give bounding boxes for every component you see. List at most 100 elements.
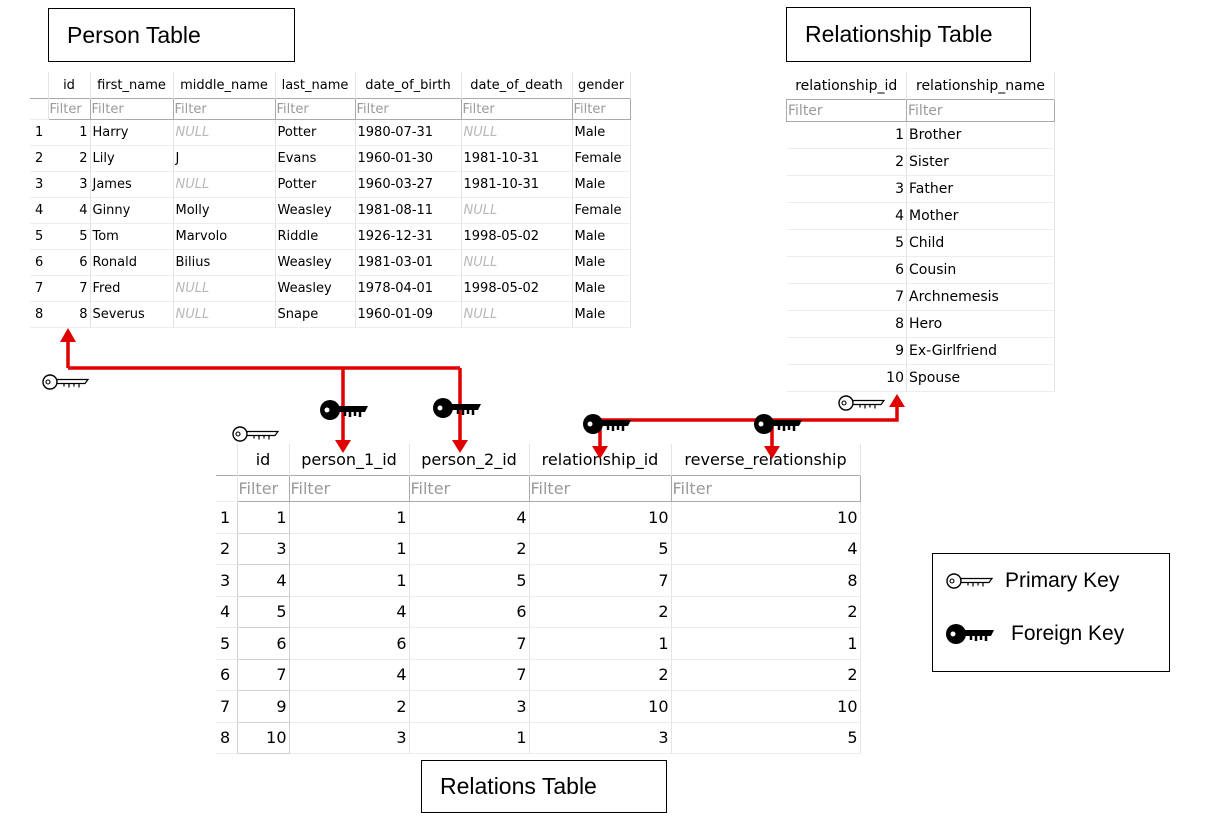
rels-table-row[interactable]: 7 9 2 3 10 10 bbox=[216, 690, 861, 723]
rel-cell-relationship-name: Hero bbox=[906, 310, 1055, 338]
person-table-row[interactable]: 3 3 James NULL Potter 1960-03-27 1981-10-31 Mal… bbox=[30, 171, 631, 198]
rel-table-row[interactable]: 6 Cousin bbox=[786, 256, 1055, 284]
rels-cell-reverse-relationship: 2 bbox=[671, 596, 861, 628]
rels-table-row[interactable]: 8 10 3 1 3 5 bbox=[216, 721, 861, 754]
person-table-row[interactable]: 1 1 Harry NULL Potter 1980-07-31 NULL Male bbox=[30, 119, 631, 146]
person-filter-date-of-birth[interactable]: Filter bbox=[354, 98, 462, 120]
arrow-head-person-2 bbox=[452, 440, 468, 453]
person-cell-last-name: Riddle bbox=[275, 223, 356, 250]
person-table-row[interactable]: 7 7 Fred NULL Weasley 1978-04-01 1998-05-02 Mal… bbox=[30, 275, 631, 302]
person-column-header-gender[interactable]: gender bbox=[572, 72, 631, 99]
rels-cell-person-1-id: 1 bbox=[289, 564, 410, 597]
relations-header-row: id person_1_id person_2_id relationship_id r… bbox=[216, 444, 861, 476]
rels-cell-relationship-id: 2 bbox=[529, 659, 672, 691]
rel-filter-relationship-name[interactable]: Filter bbox=[906, 99, 1055, 122]
relations-table-title-text: Relations Table bbox=[440, 773, 597, 799]
person-cell-date-of-birth: 1980-07-31 bbox=[355, 119, 462, 146]
person-table-row[interactable]: 2 2 Lily J Evans 1960-01-30 1981-10-31 Female bbox=[30, 145, 631, 172]
rel-cell-relationship-id: 1 bbox=[786, 121, 907, 149]
person-filter-middle-name[interactable]: Filter bbox=[172, 98, 276, 120]
rel-table-row[interactable]: 7 Archnemesis bbox=[786, 283, 1055, 311]
person-cell-last-name: Potter bbox=[275, 171, 356, 198]
relations-primary-key-icon bbox=[232, 426, 279, 442]
person-column-header-date-of-birth[interactable]: date_of_birth bbox=[355, 72, 462, 99]
person-cell-first-name: Ginny bbox=[90, 197, 174, 224]
rel-table-row[interactable]: 4 Mother bbox=[786, 202, 1055, 230]
rel-table-row[interactable]: 2 Sister bbox=[786, 148, 1055, 176]
person-filter-first-name[interactable]: Filter bbox=[89, 98, 174, 120]
rels-column-header-id[interactable]: id bbox=[237, 444, 290, 476]
person-table-title: Person Table bbox=[48, 8, 295, 62]
key-legend: Primary Key Foreign Key bbox=[932, 553, 1170, 672]
arrow-head-person-id bbox=[60, 328, 76, 342]
person-filter-row: Filter Filter Filter Filter Filter Filter Filt… bbox=[30, 98, 631, 120]
arrow-relationship-horizontal bbox=[600, 405, 899, 422]
rels-table-row[interactable]: 1 1 1 4 10 10 bbox=[216, 501, 861, 534]
relationship-table-title: Relationship Table bbox=[786, 7, 1031, 62]
rel-cell-relationship-id: 5 bbox=[786, 229, 907, 257]
arrow-head-relationship-id bbox=[592, 446, 608, 459]
rel-table-row[interactable]: 9 Ex-Girlfriend bbox=[786, 337, 1055, 365]
rels-cell-id: 10 bbox=[236, 721, 290, 754]
person-column-header-first-name[interactable]: first_name bbox=[90, 72, 174, 99]
person-table-row[interactable]: 5 5 Tom Marvolo Riddle 1926-12-31 1998-05-02 Ma… bbox=[30, 223, 631, 250]
person-filter-gender[interactable]: Filter bbox=[571, 98, 631, 120]
rels-column-header-person-1-id[interactable]: person_1_id bbox=[289, 444, 410, 476]
rels-filter-reverse-relationship[interactable]: Filter bbox=[670, 475, 861, 502]
rels-cell-person-1-id: 4 bbox=[289, 596, 410, 628]
reverse-relationship-foreign-key-icon bbox=[752, 412, 804, 436]
rels-cell-id: 6 bbox=[236, 627, 290, 660]
person-table-row[interactable]: 4 4 Ginny Molly Weasley 1981-08-11 NULL Female bbox=[30, 197, 631, 224]
rels-column-header-reverse-relationship[interactable]: reverse_relationship bbox=[671, 444, 861, 476]
person-cell-id: 7 bbox=[48, 275, 91, 302]
rel-table-row[interactable]: 5 Child bbox=[786, 229, 1055, 257]
rels-row-number: 7 bbox=[216, 690, 237, 723]
rel-table-row[interactable]: 1 Brother bbox=[786, 121, 1055, 149]
person-cell-date-of-birth: 1926-12-31 bbox=[355, 223, 462, 250]
rel-cell-relationship-name: Ex-Girlfriend bbox=[906, 337, 1055, 365]
rels-filter-id[interactable]: Filter bbox=[236, 475, 290, 502]
rels-row-number: 2 bbox=[216, 533, 237, 565]
rels-cell-relationship-id: 5 bbox=[529, 533, 672, 565]
rels-filter-person-2-id[interactable]: Filter bbox=[408, 475, 530, 502]
relations-table: id person_1_id person_2_id relationship_id r… bbox=[216, 444, 861, 754]
person-cell-gender: Male bbox=[572, 119, 631, 146]
person-filter-last-name[interactable]: Filter bbox=[274, 98, 356, 120]
relations-filter-row: Filter Filter Filter Filter Filter bbox=[216, 475, 861, 502]
rel-cell-relationship-id: 7 bbox=[786, 283, 907, 311]
person-cell-id: 5 bbox=[48, 223, 91, 250]
rels-filter-relationship-id[interactable]: Filter bbox=[528, 475, 672, 502]
person-column-header-id[interactable]: id bbox=[48, 72, 91, 99]
rels-column-header-person-2-id[interactable]: person_2_id bbox=[409, 444, 530, 476]
person-table-row[interactable]: 6 6 Ronald Bilius Weasley 1981-03-01 NULL Male bbox=[30, 249, 631, 276]
person-row-number: 8 bbox=[30, 301, 48, 328]
person-cell-gender: Female bbox=[572, 197, 631, 224]
rels-cell-reverse-relationship: 1 bbox=[671, 627, 861, 660]
person-cell-middle-name: NULL bbox=[173, 275, 276, 302]
rels-filter-person-1-id[interactable]: Filter bbox=[288, 475, 410, 502]
rels-row-number: 8 bbox=[216, 722, 237, 754]
rel-column-header-relationship-id[interactable]: relationship_id bbox=[786, 72, 907, 100]
person-cell-first-name: Lily bbox=[90, 145, 174, 172]
rels-cell-id: 4 bbox=[236, 564, 290, 597]
rel-table-row[interactable]: 8 Hero bbox=[786, 310, 1055, 338]
person-row-number: 5 bbox=[30, 223, 48, 250]
rels-row-number: 5 bbox=[216, 627, 237, 660]
rel-table-row[interactable]: 3 Father bbox=[786, 175, 1055, 203]
rel-table-row[interactable]: 10 Spouse bbox=[786, 364, 1055, 392]
arrow-head-relationship-pk bbox=[889, 394, 905, 407]
rel-column-header-relationship-name[interactable]: relationship_name bbox=[906, 72, 1055, 100]
person-column-header-date-of-death[interactable]: date_of_death bbox=[461, 72, 573, 99]
person-cell-id: 3 bbox=[48, 171, 91, 198]
person-cell-gender: Male bbox=[572, 301, 631, 328]
person-column-header-middle-name[interactable]: middle_name bbox=[173, 72, 276, 99]
relationship-primary-key-icon bbox=[838, 395, 885, 411]
person-column-header-last-name[interactable]: last_name bbox=[275, 72, 356, 99]
person-table-row[interactable]: 8 8 Severus NULL Snape 1960-01-09 NULL Male bbox=[30, 301, 631, 328]
person-cell-middle-name: NULL bbox=[173, 301, 276, 328]
rel-filter-relationship-id[interactable]: Filter bbox=[786, 99, 907, 122]
